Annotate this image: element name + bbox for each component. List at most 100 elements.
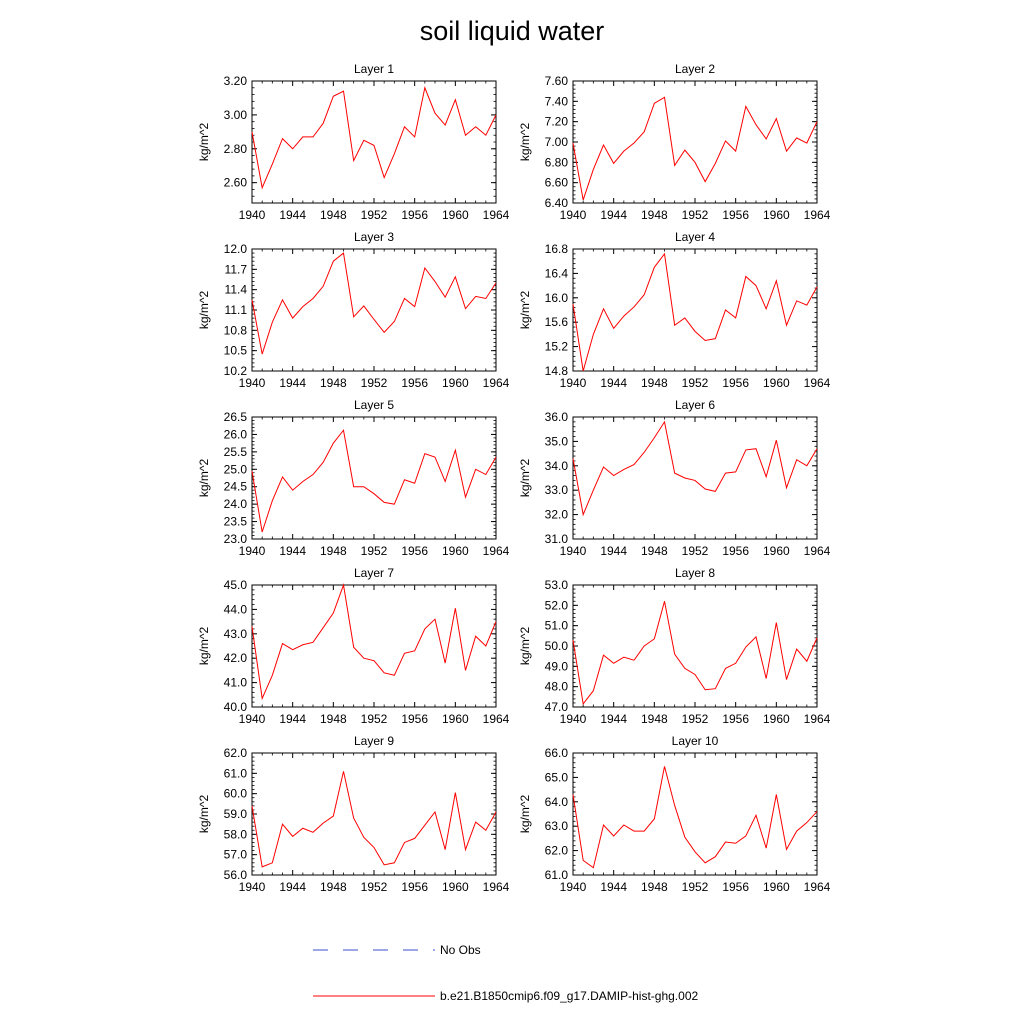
x-tick-label-1952: 1952 bbox=[682, 208, 709, 222]
x-tick-label-1964: 1964 bbox=[804, 208, 831, 222]
x-tick-label-1964: 1964 bbox=[804, 544, 831, 558]
x-tick-label-1952: 1952 bbox=[361, 208, 388, 222]
y-tick-label-25.5: 25.5 bbox=[224, 445, 248, 459]
panel-title-layer-7: Layer 7 bbox=[354, 566, 394, 580]
y-tick-label-44.0: 44.0 bbox=[224, 602, 248, 616]
series-line-layer-9 bbox=[251, 771, 497, 868]
y-tick-label-15.2: 15.2 bbox=[545, 340, 569, 354]
y-axis-label-layer-2: kg/m^2 bbox=[518, 123, 532, 162]
y-tick-label-61.0: 61.0 bbox=[224, 766, 248, 780]
series-line-layer-1 bbox=[251, 86, 497, 190]
y-tick-label-61.0: 61.0 bbox=[545, 868, 569, 882]
x-tick-label-1944: 1944 bbox=[279, 712, 306, 726]
x-tick-label-1940: 1940 bbox=[239, 544, 266, 558]
y-tick-label-3.20: 3.20 bbox=[224, 74, 248, 88]
y-axis-label-layer-3: kg/m^2 bbox=[197, 291, 211, 330]
y-tick-label-26.0: 26.0 bbox=[224, 427, 248, 441]
panel-title-layer-9: Layer 9 bbox=[354, 734, 394, 748]
y-tick-label-6.40: 6.40 bbox=[545, 196, 569, 210]
y-tick-label-40.0: 40.0 bbox=[224, 700, 248, 714]
x-tick-label-1944: 1944 bbox=[279, 208, 306, 222]
y-tick-label-58.0: 58.0 bbox=[224, 827, 248, 841]
x-tick-label-1944: 1944 bbox=[600, 208, 627, 222]
y-tick-label-7.00: 7.00 bbox=[545, 135, 569, 149]
panel-title-layer-2: Layer 2 bbox=[675, 62, 715, 76]
x-tick-label-1948: 1948 bbox=[641, 376, 668, 390]
y-axis-label-layer-1: kg/m^2 bbox=[197, 123, 211, 162]
y-tick-label-41.0: 41.0 bbox=[224, 676, 248, 690]
x-tick-label-1944: 1944 bbox=[600, 376, 627, 390]
x-tick-label-1952: 1952 bbox=[682, 712, 709, 726]
plot-frame-layer-5 bbox=[251, 416, 497, 540]
x-tick-label-1960: 1960 bbox=[442, 376, 469, 390]
y-tick-label-45.0: 45.0 bbox=[224, 578, 248, 592]
x-tick-label-1956: 1956 bbox=[401, 880, 428, 894]
x-tick-label-1948: 1948 bbox=[320, 712, 347, 726]
y-tick-label-52.0: 52.0 bbox=[545, 598, 569, 612]
y-tick-label-11.1: 11.1 bbox=[225, 303, 248, 317]
x-tick-label-1940: 1940 bbox=[560, 376, 587, 390]
y-tick-label-34.0: 34.0 bbox=[545, 459, 569, 473]
y-tick-label-63.0: 63.0 bbox=[545, 819, 569, 833]
y-tick-label-7.60: 7.60 bbox=[545, 74, 569, 88]
plot-frame-layer-6 bbox=[572, 416, 818, 540]
y-tick-label-59.0: 59.0 bbox=[224, 807, 248, 821]
y-tick-label-32.0: 32.0 bbox=[545, 508, 569, 522]
x-tick-label-1956: 1956 bbox=[722, 880, 749, 894]
y-tick-label-14.8: 14.8 bbox=[545, 364, 569, 378]
plot-frame-layer-9 bbox=[251, 752, 497, 876]
panel-layer-4: Layer 4 kg/m^2 1940 1944 1948 1952 1956 1960 196… bbox=[518, 230, 831, 390]
figure-title: soil liquid water bbox=[420, 16, 605, 46]
y-tick-label-33.0: 33.0 bbox=[545, 483, 569, 497]
x-tick-label-1952: 1952 bbox=[682, 880, 709, 894]
series-line-layer-6 bbox=[572, 420, 818, 517]
plot-frame-layer-8 bbox=[572, 584, 818, 708]
y-tick-label-50.0: 50.0 bbox=[545, 639, 569, 653]
y-axis-label-layer-4: kg/m^2 bbox=[518, 291, 532, 330]
x-tick-label-1956: 1956 bbox=[401, 544, 428, 558]
plot-frame-layer-7 bbox=[251, 584, 497, 708]
y-tick-label-11.4: 11.4 bbox=[225, 283, 248, 297]
y-tick-label-23.5: 23.5 bbox=[224, 515, 248, 529]
y-tick-label-10.5: 10.5 bbox=[224, 344, 248, 358]
x-tick-label-1944: 1944 bbox=[600, 544, 627, 558]
y-tick-label-64.0: 64.0 bbox=[545, 795, 569, 809]
y-tick-label-35.0: 35.0 bbox=[545, 434, 569, 448]
y-tick-label-47.0: 47.0 bbox=[545, 700, 569, 714]
series-line-layer-3 bbox=[251, 252, 497, 355]
y-tick-label-43.0: 43.0 bbox=[224, 627, 248, 641]
x-tick-label-1952: 1952 bbox=[361, 544, 388, 558]
y-tick-label-24.0: 24.0 bbox=[224, 497, 248, 511]
y-tick-label-15.6: 15.6 bbox=[545, 315, 569, 329]
x-tick-label-1960: 1960 bbox=[763, 712, 790, 726]
x-tick-label-1948: 1948 bbox=[320, 544, 347, 558]
x-tick-label-1948: 1948 bbox=[641, 544, 668, 558]
y-tick-label-2.80: 2.80 bbox=[224, 142, 248, 156]
x-tick-label-1952: 1952 bbox=[361, 880, 388, 894]
y-tick-label-26.5: 26.5 bbox=[224, 410, 248, 424]
plot-frame-layer-10 bbox=[572, 752, 818, 876]
panel-layer-8: Layer 8 kg/m^2 1940 1944 1948 1952 1956 1960 196… bbox=[518, 566, 831, 726]
y-tick-label-16.8: 16.8 bbox=[545, 242, 569, 256]
x-tick-label-1964: 1964 bbox=[483, 376, 510, 390]
x-tick-label-1952: 1952 bbox=[361, 376, 388, 390]
y-tick-label-2.60: 2.60 bbox=[224, 176, 248, 190]
x-tick-label-1960: 1960 bbox=[442, 880, 469, 894]
y-tick-label-62.0: 62.0 bbox=[224, 746, 248, 760]
x-tick-label-1964: 1964 bbox=[804, 880, 831, 894]
plot-frame-layer-1 bbox=[251, 80, 497, 204]
y-tick-label-60.0: 60.0 bbox=[224, 787, 248, 801]
x-tick-label-1944: 1944 bbox=[600, 880, 627, 894]
x-tick-label-1952: 1952 bbox=[361, 712, 388, 726]
series-line-layer-7 bbox=[251, 583, 497, 701]
panel-title-layer-5: Layer 5 bbox=[354, 398, 394, 412]
panel-title-layer-8: Layer 8 bbox=[675, 566, 715, 580]
x-tick-label-1940: 1940 bbox=[560, 208, 587, 222]
y-tick-label-7.20: 7.20 bbox=[545, 115, 569, 129]
x-tick-label-1960: 1960 bbox=[442, 712, 469, 726]
legend-no-obs-label: No Obs bbox=[440, 943, 481, 957]
x-tick-label-1944: 1944 bbox=[279, 376, 306, 390]
x-tick-label-1952: 1952 bbox=[682, 376, 709, 390]
x-tick-label-1956: 1956 bbox=[722, 376, 749, 390]
legend-model-label: b.e21.B1850cmip6.f09_g17.DAMIP-hist-ghg.… bbox=[440, 989, 698, 1003]
